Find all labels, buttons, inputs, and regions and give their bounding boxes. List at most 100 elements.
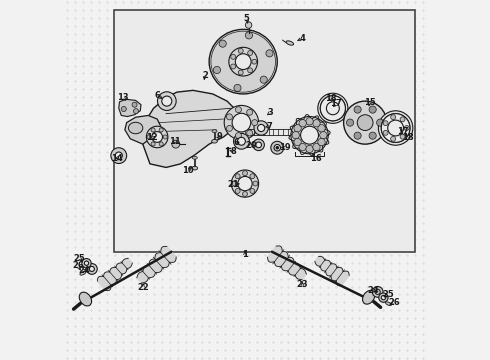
Circle shape — [132, 102, 137, 107]
Circle shape — [253, 181, 258, 186]
Text: 25: 25 — [74, 254, 85, 263]
Text: 20: 20 — [245, 141, 257, 150]
Text: 18: 18 — [402, 133, 414, 142]
Circle shape — [236, 107, 242, 113]
Circle shape — [213, 66, 220, 73]
Circle shape — [388, 120, 403, 136]
Text: 6: 6 — [233, 138, 239, 147]
Text: 6: 6 — [155, 91, 161, 100]
Circle shape — [238, 137, 245, 145]
Circle shape — [234, 84, 241, 91]
Circle shape — [306, 145, 313, 153]
Circle shape — [258, 125, 265, 132]
Text: 7: 7 — [267, 122, 272, 131]
Circle shape — [247, 50, 252, 55]
Circle shape — [379, 293, 388, 302]
Circle shape — [391, 115, 395, 120]
Circle shape — [226, 114, 232, 120]
Circle shape — [400, 134, 405, 139]
Circle shape — [378, 111, 413, 145]
Text: 9: 9 — [217, 132, 223, 141]
Circle shape — [84, 261, 89, 265]
Text: 11: 11 — [169, 137, 181, 146]
Text: 19: 19 — [279, 143, 291, 152]
Circle shape — [400, 117, 405, 122]
Text: 14: 14 — [111, 154, 123, 163]
Circle shape — [252, 59, 257, 64]
Circle shape — [235, 174, 240, 179]
Text: 3: 3 — [267, 108, 273, 117]
Circle shape — [235, 189, 240, 193]
Circle shape — [381, 114, 410, 142]
Ellipse shape — [363, 291, 375, 304]
Circle shape — [274, 144, 280, 151]
Circle shape — [369, 132, 376, 139]
Circle shape — [229, 47, 258, 76]
Ellipse shape — [212, 130, 217, 133]
Circle shape — [343, 101, 387, 144]
Ellipse shape — [128, 122, 143, 134]
Circle shape — [219, 40, 226, 47]
Text: 24: 24 — [368, 286, 379, 295]
Text: 17: 17 — [330, 99, 342, 108]
Circle shape — [383, 121, 388, 126]
Circle shape — [326, 102, 339, 115]
Circle shape — [147, 126, 168, 148]
Circle shape — [122, 107, 126, 112]
Circle shape — [275, 146, 279, 149]
Circle shape — [306, 118, 313, 125]
Circle shape — [159, 142, 163, 146]
Circle shape — [232, 113, 251, 132]
Circle shape — [357, 115, 373, 131]
Circle shape — [383, 130, 388, 135]
Text: 26: 26 — [72, 261, 84, 270]
Text: 23: 23 — [296, 280, 308, 289]
Polygon shape — [315, 256, 349, 286]
Circle shape — [243, 192, 247, 197]
Text: 15: 15 — [364, 98, 376, 107]
Ellipse shape — [192, 166, 197, 170]
Text: 16: 16 — [310, 154, 322, 163]
Circle shape — [313, 143, 320, 151]
Text: 13: 13 — [117, 93, 129, 102]
Circle shape — [82, 258, 91, 268]
Circle shape — [224, 105, 259, 140]
Circle shape — [151, 142, 155, 146]
Circle shape — [157, 92, 176, 111]
Ellipse shape — [80, 271, 86, 275]
Polygon shape — [268, 246, 306, 280]
Circle shape — [162, 96, 172, 106]
Circle shape — [318, 138, 325, 146]
Text: 12: 12 — [146, 133, 158, 142]
Text: 4: 4 — [299, 34, 305, 43]
Circle shape — [299, 143, 306, 151]
Circle shape — [375, 289, 380, 294]
Circle shape — [245, 32, 252, 39]
Circle shape — [294, 125, 301, 132]
Circle shape — [254, 121, 269, 135]
Circle shape — [291, 117, 328, 154]
Circle shape — [232, 181, 237, 186]
Circle shape — [163, 135, 167, 139]
Circle shape — [318, 125, 325, 132]
Text: 5: 5 — [244, 14, 250, 23]
Circle shape — [299, 120, 306, 127]
Circle shape — [252, 120, 258, 126]
Circle shape — [377, 119, 384, 126]
Text: 18: 18 — [324, 94, 336, 103]
Circle shape — [372, 287, 383, 297]
Ellipse shape — [386, 302, 392, 306]
Circle shape — [247, 68, 252, 73]
Circle shape — [111, 148, 126, 163]
Circle shape — [152, 132, 163, 142]
Ellipse shape — [209, 30, 277, 94]
Circle shape — [246, 109, 253, 115]
Text: 25: 25 — [383, 290, 394, 299]
Circle shape — [319, 131, 327, 139]
Circle shape — [87, 264, 97, 274]
Circle shape — [89, 266, 95, 271]
Circle shape — [231, 54, 236, 59]
Text: 2: 2 — [202, 71, 208, 80]
Circle shape — [245, 22, 252, 28]
Polygon shape — [137, 246, 176, 283]
